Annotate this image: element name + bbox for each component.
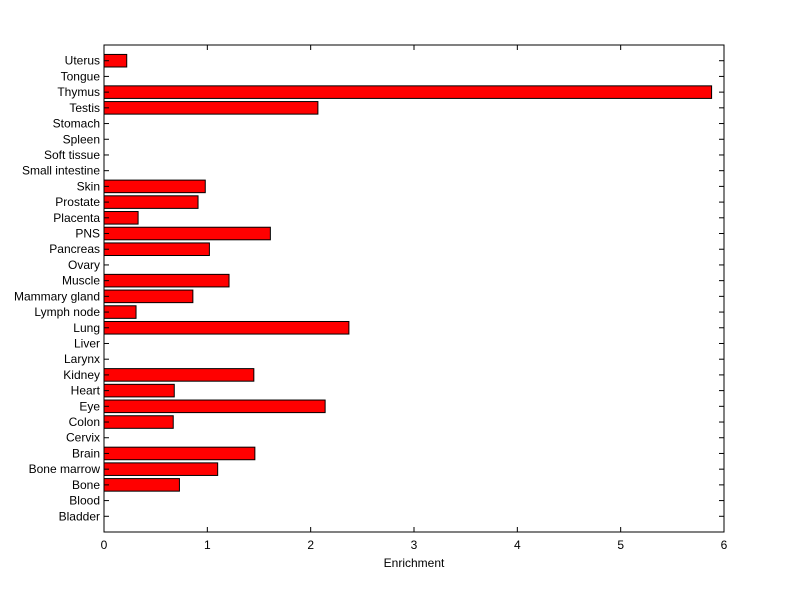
- bar-muscle: [103, 273, 230, 288]
- y-tick-label: Bone: [72, 478, 100, 492]
- y-tick-label: Stomach: [53, 117, 100, 131]
- bar-placenta: [103, 211, 139, 225]
- y-tick-label: Kidney: [63, 368, 100, 382]
- x-tick-label: 0: [101, 538, 108, 552]
- bar-pancreas: [103, 242, 210, 257]
- bar-thymus: [103, 85, 713, 99]
- y-tick-label: Lymph node: [34, 305, 100, 319]
- y-tick-label: Thymus: [57, 85, 100, 99]
- y-tick-label: Cervix: [66, 431, 100, 445]
- y-tick-label: Placenta: [53, 211, 100, 225]
- x-axis-label: Enrichment: [384, 556, 445, 570]
- y-tick-label: Bladder: [59, 509, 100, 523]
- bar-brain: [103, 446, 256, 461]
- bar-pns: [103, 226, 271, 241]
- bar-heart: [103, 383, 175, 398]
- bar-skin: [103, 179, 206, 194]
- x-tick-label: 6: [721, 538, 728, 552]
- y-tick-label: Prostate: [55, 195, 100, 209]
- bar-prostate: [103, 195, 199, 209]
- x-tick-label: 1: [204, 538, 211, 552]
- y-tick-label: Muscle: [62, 274, 100, 288]
- x-tick-label: 5: [617, 538, 624, 552]
- y-tick-label: Soft tissue: [44, 148, 100, 162]
- y-tick-label: Blood: [69, 494, 100, 508]
- bar-mammary-gland: [103, 289, 194, 304]
- y-tick-label: Uterus: [65, 54, 100, 68]
- y-tick-label: Mammary gland: [14, 289, 100, 303]
- bar-lung: [103, 320, 350, 335]
- x-tick-label: 4: [514, 538, 521, 552]
- bar-bone: [103, 478, 180, 492]
- y-tick-label: Skin: [77, 179, 100, 193]
- plot-frame: [103, 44, 725, 533]
- x-tick-label: 3: [411, 538, 418, 552]
- y-tick-label: Ovary: [68, 258, 100, 272]
- y-tick-label: Larynx: [64, 352, 100, 366]
- y-tick-label: Spleen: [63, 132, 100, 146]
- bar-colon: [103, 415, 174, 429]
- y-tick-label: Lung: [73, 321, 100, 335]
- bar-eye: [103, 399, 326, 414]
- bar-testis: [103, 101, 319, 115]
- y-tick-label: Brain: [72, 446, 100, 460]
- y-tick-label: Bone marrow: [29, 462, 101, 476]
- y-tick-label: Eye: [79, 399, 100, 413]
- y-tick-label: Pancreas: [49, 242, 100, 256]
- y-tick-label: Tongue: [61, 69, 101, 83]
- y-tick-label: Testis: [69, 101, 100, 115]
- x-tick-label: 2: [307, 538, 314, 552]
- y-tick-label: PNS: [75, 227, 100, 241]
- bar-kidney: [103, 368, 255, 382]
- y-tick-label: Colon: [69, 415, 100, 429]
- y-tick-label: Small intestine: [22, 164, 100, 178]
- y-tick-label: Heart: [71, 384, 101, 398]
- bar-bone-marrow: [103, 462, 219, 476]
- y-tick-label: Liver: [74, 336, 100, 350]
